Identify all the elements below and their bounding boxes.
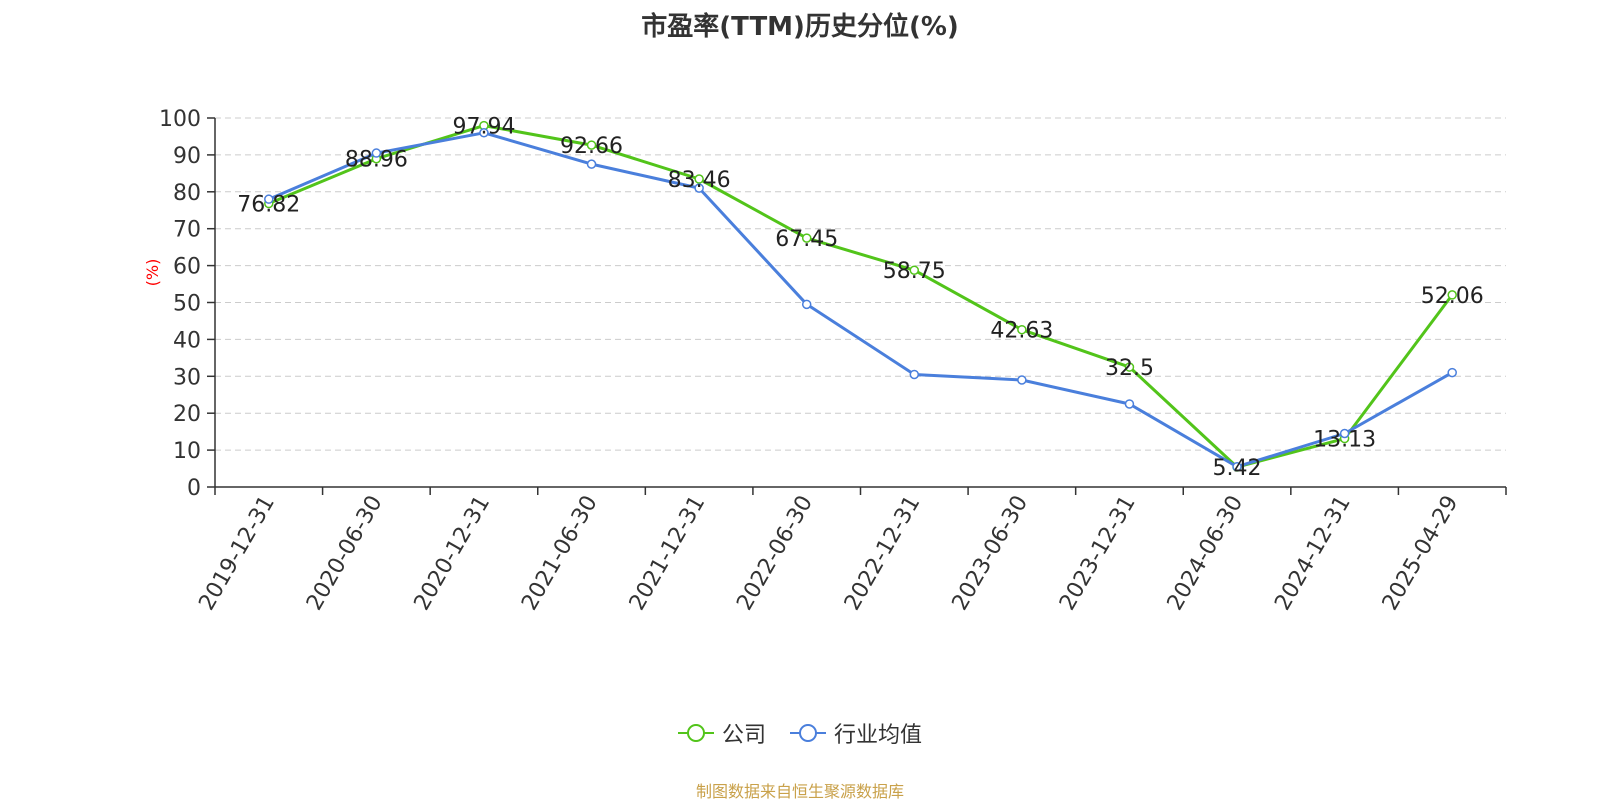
data-point-industry xyxy=(1447,367,1457,378)
series-line-industry xyxy=(268,131,1453,469)
data-point-company xyxy=(1124,362,1135,372)
x-tick-label: 2024-06-30 xyxy=(1163,492,1249,615)
y-tick-label: 20 xyxy=(173,402,201,427)
data-label: 92.66 xyxy=(560,134,623,159)
data-point-company xyxy=(1447,290,1457,300)
data-point-company xyxy=(694,174,704,184)
data-point-industry xyxy=(1017,375,1027,385)
y-tick-label: 80 xyxy=(173,181,201,206)
data-label: 58.75 xyxy=(883,259,946,284)
data-label: 83.46 xyxy=(668,168,731,193)
x-tick-label: 2022-06-30 xyxy=(732,492,818,615)
y-tick-label: 60 xyxy=(173,255,201,280)
data-label: 97.94 xyxy=(452,115,515,140)
x-tick-label: 2021-06-30 xyxy=(517,492,603,615)
x-tick-label: 2020-06-30 xyxy=(302,492,388,615)
legend-marker-company xyxy=(677,724,714,742)
data-point-industry xyxy=(479,128,489,138)
series-points xyxy=(264,120,1457,472)
data-point-industry xyxy=(801,299,812,310)
grid-lines xyxy=(215,117,1506,451)
data-point-industry xyxy=(909,369,920,380)
data-point-industry xyxy=(694,183,704,193)
data-label: 13.13 xyxy=(1313,428,1376,453)
data-point-company xyxy=(1017,324,1027,335)
y-tick-label: 70 xyxy=(173,218,201,243)
x-tick-label: 2020-12-31 xyxy=(410,492,496,615)
x-tick-label: 2019-12-31 xyxy=(194,492,280,615)
y-tick-label: 50 xyxy=(173,292,201,317)
chart-title: 市盈率(TTM)历史分位(%) xyxy=(641,12,959,42)
y-tick-label: 100 xyxy=(159,107,201,132)
data-label: 42.63 xyxy=(990,319,1053,344)
y-tick-label: 10 xyxy=(173,439,201,464)
y-tick-label: 30 xyxy=(173,365,201,390)
data-point-industry xyxy=(1124,399,1135,409)
x-tick-label: 2023-06-30 xyxy=(947,492,1033,615)
x-tick-label: 2024-12-31 xyxy=(1270,492,1356,615)
series-lines xyxy=(268,124,1454,469)
data-labels: 76.82 88.96 97.94 92.66 83.46 67.45 58.75 42.63… xyxy=(237,115,1483,481)
x-tick-label: 2025-04-29 xyxy=(1378,492,1464,615)
axes: 0 10 20 30 40 50 60 70 80 90 100 (%) 2019-12-31 2020-… xyxy=(143,107,1507,615)
legend: 公司 行业均值 xyxy=(0,717,1600,749)
y-tick-label: 90 xyxy=(173,144,201,169)
data-point-industry xyxy=(586,159,597,169)
data-label: 88.96 xyxy=(345,148,408,173)
data-label: 32.5 xyxy=(1105,356,1154,381)
x-tick-label: 2021-12-31 xyxy=(625,492,711,615)
data-point-company xyxy=(909,265,920,275)
legend-marker-industry xyxy=(790,724,826,742)
data-label: 5.42 xyxy=(1213,456,1262,481)
data-point-company xyxy=(586,140,597,150)
data-point-industry xyxy=(371,148,382,158)
data-point-industry xyxy=(1339,428,1350,439)
data-label: 52.06 xyxy=(1421,284,1484,309)
x-tick-label: 2022-12-31 xyxy=(840,492,926,615)
y-tick-label: 0 xyxy=(187,476,201,501)
line-chart: 0 10 20 30 40 50 60 70 80 90 100 (%) 2019-12-31 2020-… xyxy=(143,107,1507,615)
data-label: 67.45 xyxy=(775,227,838,252)
legend-label-company: 公司 xyxy=(721,723,766,748)
series-line-company xyxy=(268,124,1454,469)
y-axis-label: (%) xyxy=(143,259,162,287)
data-point-company xyxy=(801,233,812,243)
source-footer: 制图数据来自恒生聚源数据库 xyxy=(695,782,904,801)
data-point-industry xyxy=(264,194,274,204)
y-tick-label: 40 xyxy=(173,328,201,353)
legend-item-company[interactable]: 公司 xyxy=(677,717,766,749)
data-point-industry xyxy=(1232,461,1242,472)
data-label: 76.82 xyxy=(237,193,300,218)
x-tick-label: 2023-12-31 xyxy=(1055,492,1141,615)
legend-item-industry[interactable]: 行业均值 xyxy=(790,717,922,749)
legend-label-industry: 行业均值 xyxy=(834,723,923,748)
